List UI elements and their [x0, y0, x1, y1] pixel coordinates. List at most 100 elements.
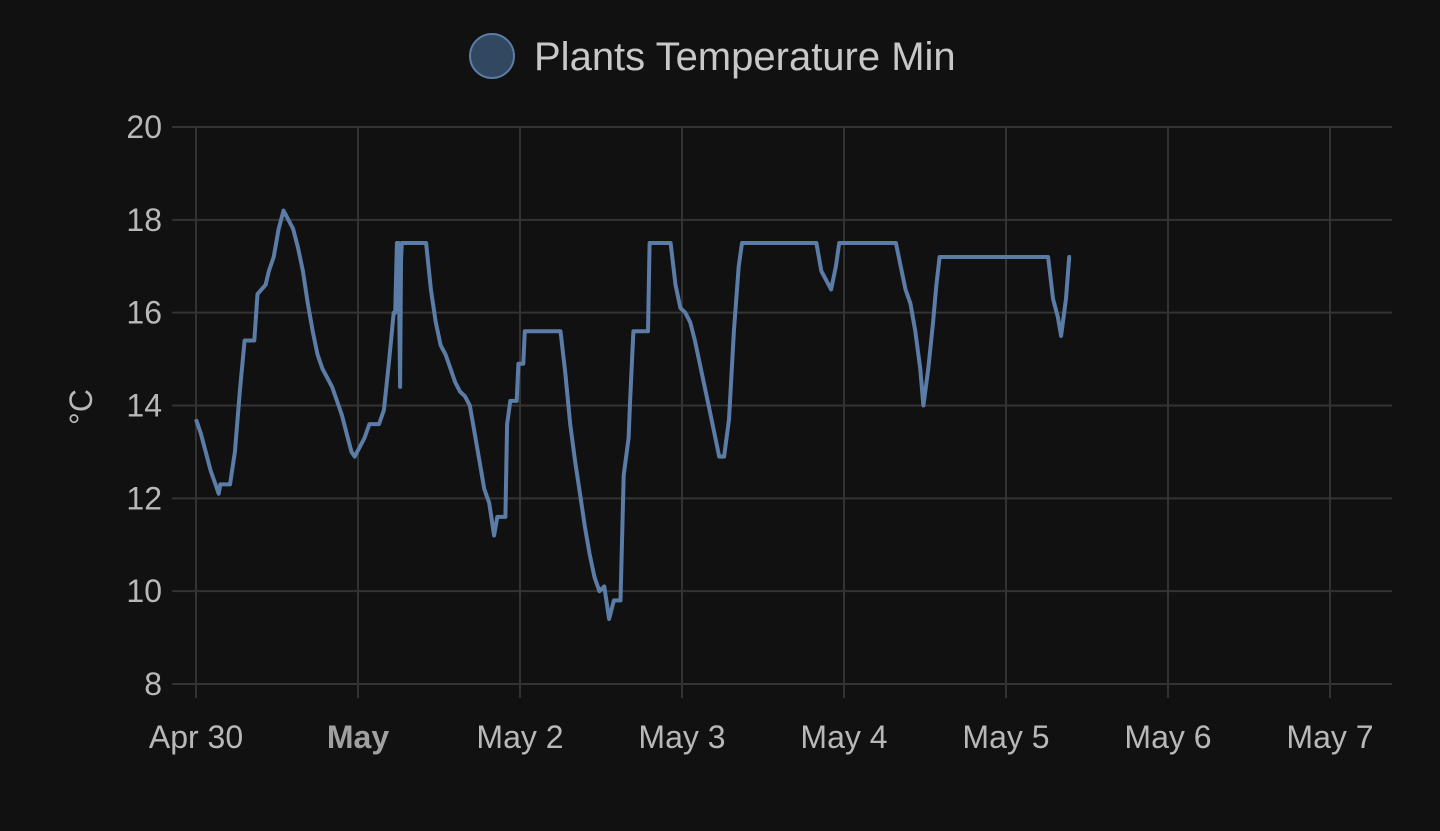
data-point [493, 535, 495, 536]
data-point [351, 451, 352, 453]
data-point [1070, 256, 1072, 258]
data-point [927, 367, 929, 369]
data-point [704, 386, 706, 388]
data-point [694, 340, 696, 341]
data-point [445, 353, 446, 355]
data-point [205, 451, 207, 453]
data-point [905, 289, 906, 290]
data-point [253, 340, 255, 341]
data-point [321, 367, 323, 369]
data-point [738, 265, 740, 267]
data-point [496, 516, 498, 518]
data-point [234, 451, 236, 453]
data-point [440, 344, 442, 346]
x-tick-label: Apr 30 [149, 719, 243, 755]
legend-swatch-icon[interactable] [469, 33, 515, 79]
data-point [1052, 298, 1054, 300]
data-point [517, 363, 519, 365]
series-layer [194, 208, 1072, 621]
data-point [649, 242, 651, 244]
data-point [506, 423, 508, 425]
series-line-0[interactable] [194, 208, 1072, 621]
x-tick-label: May 2 [476, 719, 563, 755]
data-point [608, 618, 610, 620]
y-tick-label: 10 [126, 573, 162, 609]
data-point [317, 353, 318, 355]
data-point [935, 284, 937, 286]
data-point [718, 456, 720, 458]
data-point [1057, 316, 1059, 318]
y-tick-label: 8 [144, 666, 162, 702]
x-tick-label: May 5 [962, 719, 1049, 755]
data-point [287, 219, 289, 221]
data-point [914, 330, 916, 332]
data-point [522, 363, 524, 365]
data-point [435, 321, 437, 323]
data-point [564, 372, 566, 374]
data-point [368, 423, 370, 425]
data-point [569, 423, 571, 425]
data-point [302, 270, 304, 272]
data-point [399, 386, 401, 388]
data-point [346, 432, 348, 434]
data-point [835, 265, 837, 267]
data-point [628, 437, 630, 439]
data-point [900, 265, 902, 267]
data-point [449, 367, 451, 369]
data-point [939, 256, 941, 258]
data-point [919, 367, 921, 369]
data-point [219, 483, 221, 485]
data-point [354, 456, 356, 458]
data-point [394, 312, 396, 314]
data-point [723, 456, 725, 458]
data-point [244, 340, 246, 341]
grid-lines [172, 126, 1392, 698]
y-tick-label: 20 [126, 109, 162, 145]
data-point [728, 418, 730, 420]
data-point [574, 460, 576, 462]
x-tick-label: May 6 [1124, 719, 1211, 755]
data-point [383, 409, 385, 411]
data-point [815, 242, 817, 244]
data-point [297, 247, 299, 249]
data-point [922, 405, 924, 406]
data-point [504, 516, 506, 518]
data-point [292, 228, 294, 230]
x-tick-label: May 3 [638, 719, 725, 755]
chart-legend[interactable]: Plants Temperature Min [469, 33, 956, 79]
data-point [895, 242, 897, 244]
data-point [200, 432, 202, 434]
data-point [195, 418, 197, 420]
x-axis-ticks: Apr 30 May May 2 May 3 May 4 May 5 May 6 May 7 [149, 719, 1374, 755]
data-point [425, 242, 427, 244]
data-point [229, 483, 231, 485]
data-point [509, 400, 511, 402]
data-point [336, 400, 338, 402]
data-point [647, 330, 649, 332]
y-axis-title: °C [63, 389, 99, 425]
data-point [215, 483, 216, 485]
data-point [579, 493, 581, 495]
data-point [396, 242, 398, 244]
x-tick-label: May 7 [1286, 719, 1373, 755]
legend-label[interactable]: Plants Temperature Min [534, 35, 956, 79]
data-point [326, 377, 328, 379]
data-point [268, 270, 270, 272]
data-point [454, 381, 456, 383]
data-point [393, 312, 395, 314]
data-point [474, 432, 476, 434]
data-point [838, 242, 840, 244]
data-point [401, 242, 403, 244]
data-point [620, 599, 621, 601]
data-point [594, 576, 595, 578]
data-point [598, 590, 600, 592]
data-point [741, 242, 743, 244]
data-point [359, 446, 361, 448]
data-point [560, 330, 561, 332]
data-point [689, 321, 691, 323]
y-tick-label: 18 [126, 202, 162, 238]
data-point [459, 391, 461, 393]
data-point [709, 409, 711, 411]
